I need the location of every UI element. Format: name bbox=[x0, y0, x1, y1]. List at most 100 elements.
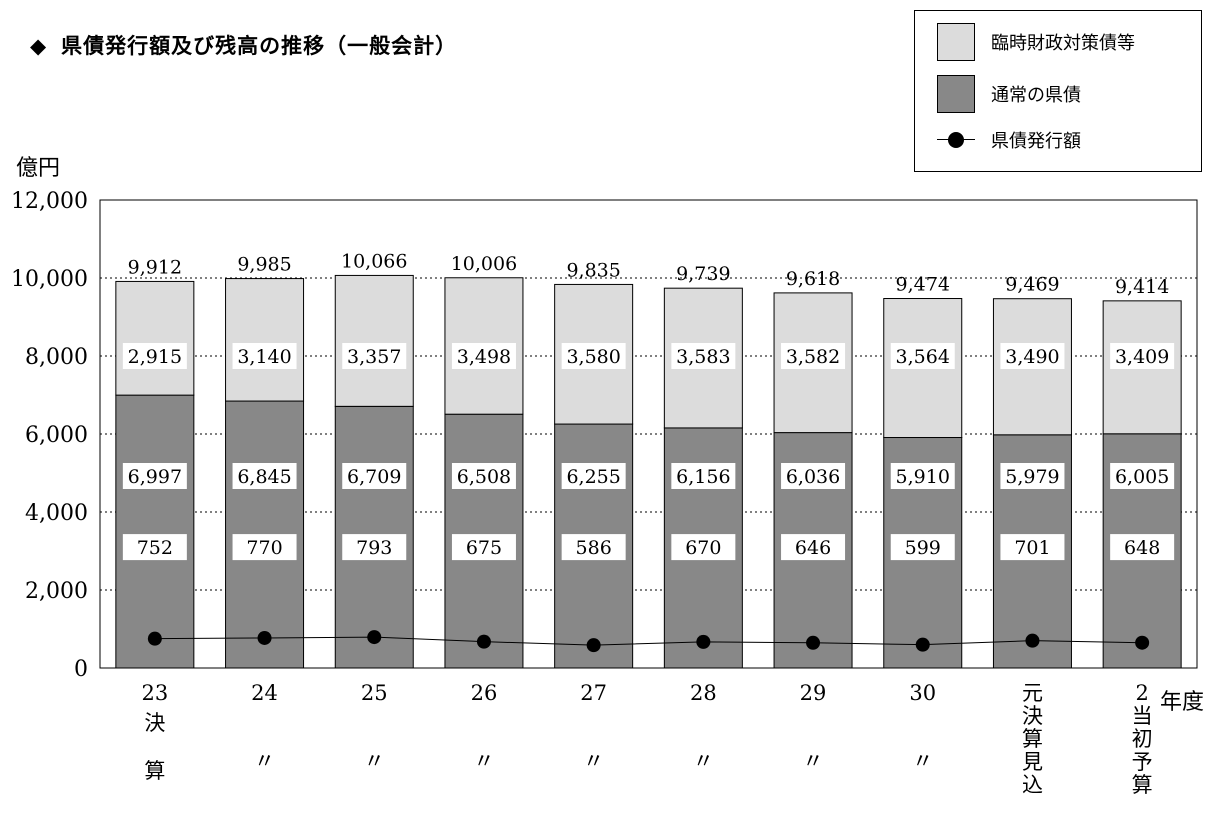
regular-bonds-value-label: 6,845 bbox=[237, 466, 291, 488]
temporary-bonds-value-label: 2,915 bbox=[128, 346, 182, 368]
issuance-point bbox=[1025, 633, 1040, 648]
issuance-value-label-box bbox=[1110, 534, 1175, 561]
legend-item-issuance: 県債発行額 bbox=[937, 127, 1081, 153]
temporary-bonds-value-label-box bbox=[1000, 343, 1065, 369]
temporary-bonds-value-label-box bbox=[781, 343, 846, 369]
temporary-bonds-value-label: 3,357 bbox=[347, 346, 401, 368]
x-tick-label: 〃 bbox=[473, 749, 494, 773]
temporary-bonds-value-label-box bbox=[671, 343, 736, 369]
legend-swatch-dark bbox=[937, 75, 975, 113]
issuance-point bbox=[696, 634, 711, 649]
issuance-value-label: 670 bbox=[685, 537, 721, 559]
x-tick-label: 23 bbox=[141, 681, 168, 705]
issuance-value-label-box bbox=[671, 534, 736, 561]
regular-bonds-value-label: 5,910 bbox=[896, 466, 950, 488]
regular-bonds-value-label: 6,997 bbox=[128, 466, 182, 488]
issuance-value-label-box bbox=[781, 534, 846, 561]
issuance-value-label: 646 bbox=[795, 537, 831, 559]
x-tick-label: 〃 bbox=[912, 749, 933, 773]
issuance-point bbox=[147, 631, 162, 646]
issuance-value-label-box bbox=[342, 534, 407, 561]
bar-temporary-bonds bbox=[225, 278, 305, 402]
legend-item-temporary-bonds: 臨時財政対策債等 bbox=[937, 23, 1135, 61]
issuance-value-label: 770 bbox=[246, 537, 282, 559]
issuance-value-label-box bbox=[561, 534, 626, 561]
line-marker-icon bbox=[937, 130, 975, 150]
temporary-bonds-value-label-box bbox=[232, 343, 297, 369]
regular-bonds-value-label-box bbox=[890, 463, 955, 489]
total-value-label: 9,912 bbox=[128, 256, 182, 278]
x-tick-label: 算 bbox=[144, 759, 165, 783]
total-value-label: 9,618 bbox=[786, 268, 840, 290]
x-tick-label: 予 bbox=[1132, 750, 1153, 774]
total-value-label: 9,985 bbox=[237, 254, 291, 276]
total-value-label: 9,414 bbox=[1115, 276, 1169, 298]
y-tick-label: 2,000 bbox=[25, 579, 88, 604]
issuance-point bbox=[1135, 635, 1150, 650]
x-tick-label: 〃 bbox=[803, 749, 824, 773]
regular-bonds-value-label: 6,036 bbox=[786, 466, 840, 488]
regular-bonds-value-label-box bbox=[232, 463, 297, 489]
issuance-point bbox=[586, 638, 601, 653]
temporary-bonds-value-label: 3,580 bbox=[566, 346, 620, 368]
legend-item-regular-bonds: 通常の県債 bbox=[937, 75, 1081, 113]
regular-bonds-value-label-box bbox=[1110, 463, 1175, 489]
issuance-value-label-box bbox=[232, 534, 297, 561]
x-tick-label: 〃 bbox=[254, 749, 275, 773]
y-tick-label: 12,000 bbox=[11, 189, 88, 214]
issuance-value-label: 752 bbox=[137, 537, 173, 559]
issuance-value-label: 675 bbox=[466, 537, 502, 559]
x-tick-label: 決 bbox=[144, 711, 165, 735]
issuance-value-label: 586 bbox=[576, 537, 612, 559]
regular-bonds-value-label: 6,255 bbox=[566, 466, 620, 488]
issuance-point bbox=[257, 630, 272, 645]
temporary-bonds-value-label-box bbox=[451, 343, 516, 369]
bar-regular-bonds bbox=[115, 394, 195, 669]
total-value-label: 9,739 bbox=[676, 263, 730, 285]
x-tick-label: 算 bbox=[1022, 727, 1043, 751]
x-tick-label: 〃 bbox=[364, 749, 385, 773]
total-value-label: 9,835 bbox=[566, 259, 620, 281]
temporary-bonds-value-label-box bbox=[1110, 343, 1175, 369]
issuance-value-label-box bbox=[122, 534, 187, 561]
y-axis-label: 億円 bbox=[16, 156, 61, 181]
x-tick-label: 2 bbox=[1135, 681, 1148, 705]
x-tick-label: 初 bbox=[1132, 727, 1153, 751]
issuance-value-label: 701 bbox=[1014, 537, 1050, 559]
total-value-label: 10,006 bbox=[451, 253, 517, 275]
legend-label: 県債発行額 bbox=[991, 131, 1081, 152]
legend: 臨時財政対策債等 通常の県債 県債発行額 bbox=[914, 10, 1202, 172]
bar-temporary-bonds bbox=[334, 274, 414, 407]
regular-bonds-value-label-box bbox=[342, 463, 407, 489]
total-value-label: 9,474 bbox=[896, 274, 950, 296]
issuance-point bbox=[476, 634, 491, 649]
temporary-bonds-value-label: 3,583 bbox=[676, 346, 730, 368]
issuance-line bbox=[154, 636, 1143, 646]
issuance-value-label-box bbox=[890, 534, 955, 561]
regular-bonds-value-label-box bbox=[561, 463, 626, 489]
regular-bonds-value-label-box bbox=[122, 463, 187, 489]
x-tick-label: 28 bbox=[690, 681, 717, 705]
x-tick-label: 25 bbox=[361, 681, 388, 705]
issuance-value-label-box bbox=[1000, 534, 1065, 561]
issuance-point bbox=[806, 635, 821, 650]
total-value-label: 9,469 bbox=[1005, 274, 1059, 296]
y-tick-label: 6,000 bbox=[25, 423, 88, 448]
temporary-bonds-value-label-box bbox=[122, 343, 187, 369]
temporary-bonds-value-label-box bbox=[342, 343, 407, 369]
issuance-point bbox=[915, 637, 930, 652]
regular-bonds-value-label: 6,005 bbox=[1115, 466, 1169, 488]
issuance-value-label: 793 bbox=[356, 537, 392, 559]
regular-bonds-value-label-box bbox=[451, 463, 516, 489]
regular-bonds-value-label: 5,979 bbox=[1005, 466, 1059, 488]
x-tick-label: 30 bbox=[909, 681, 936, 705]
x-tick-label: 24 bbox=[251, 681, 278, 705]
regular-bonds-value-label-box bbox=[671, 463, 736, 489]
issuance-value-label: 648 bbox=[1124, 537, 1160, 559]
total-value-label: 10,066 bbox=[341, 250, 407, 272]
x-tick-label: 込 bbox=[1022, 773, 1043, 797]
regular-bonds-value-label-box bbox=[1000, 463, 1065, 489]
diamond-bullet-icon: ◆ bbox=[30, 34, 48, 58]
y-tick-label: 4,000 bbox=[25, 501, 88, 526]
